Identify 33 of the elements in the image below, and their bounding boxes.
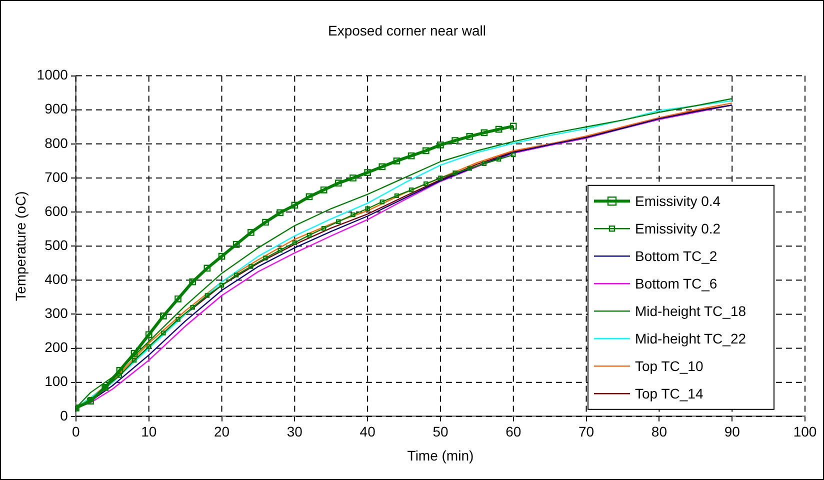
legend-label: Emissivity 0.4 [635, 193, 721, 210]
legend-label: Bottom TC_6 [635, 276, 718, 292]
legend-label: Top TC_14 [635, 386, 704, 402]
x-tick-label: 70 [578, 424, 594, 440]
y-axis-title: Temperature (oC) [12, 191, 28, 301]
y-tick-label: 0 [60, 407, 68, 424]
x-tick-label: 20 [214, 424, 230, 440]
x-tick-label: 100 [793, 424, 817, 440]
y-tick-label: 300 [44, 305, 68, 322]
x-tick-label: 80 [651, 424, 668, 440]
legend-label: Bottom TC_2 [635, 248, 718, 264]
legend-label: Mid-height TC_22 [635, 330, 746, 347]
x-tick-label: 60 [506, 424, 522, 440]
y-tick-label: 800 [44, 134, 68, 151]
y-tick-label: 400 [44, 271, 68, 288]
y-tick-label: 200 [44, 339, 68, 356]
y-tick-label: 1000 [36, 66, 68, 83]
legend-label: Emissivity 0.2 [635, 220, 721, 237]
legend-label: Top TC_10 [635, 358, 704, 374]
y-tick-label: 500 [44, 236, 68, 253]
x-tick-label: 50 [432, 424, 448, 440]
x-tick-label: 90 [724, 424, 740, 440]
chart-title: Exposed corner near wall [328, 22, 486, 38]
y-tick-label: 700 [44, 168, 68, 185]
x-tick-label: 40 [360, 424, 376, 440]
x-tick-label: 10 [141, 424, 157, 440]
x-axis-title: Time (min) [407, 447, 474, 464]
y-tick-label: 900 [44, 100, 68, 117]
legend-label: Mid-height TC_18 [635, 303, 746, 320]
y-tick-label: 100 [44, 373, 68, 390]
x-tick-label: 0 [72, 424, 80, 440]
y-tick-label: 600 [44, 202, 68, 219]
x-tick-label: 30 [286, 424, 303, 440]
